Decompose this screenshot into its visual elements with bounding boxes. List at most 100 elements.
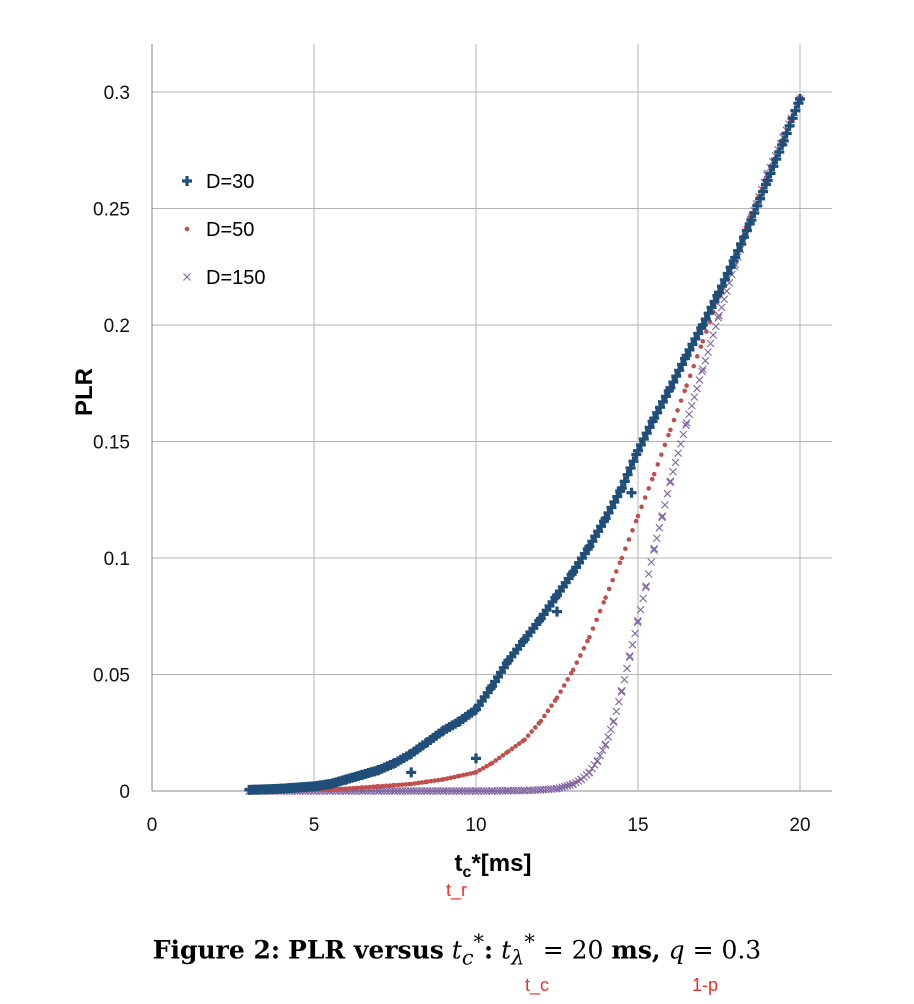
data-point [412, 781, 418, 786]
data-point [661, 500, 669, 509]
data-point [684, 383, 689, 388]
caption-var-2-sup: * [524, 930, 535, 954]
data-point [590, 761, 599, 769]
data-point [554, 695, 560, 701]
data-point [642, 582, 650, 590]
data-point [668, 427, 673, 433]
data-point [639, 594, 648, 603]
data-point [609, 497, 620, 508]
data-point [795, 93, 805, 104]
data-point [711, 322, 720, 331]
data-point [698, 344, 704, 349]
caption-text-1: PLR versus [288, 935, 444, 965]
x-axis-title-main: t [455, 850, 463, 877]
axes: 0 5 10 15 20 0 0.05 0.1 0.15 0.2 0.25 0.3 [93, 44, 832, 836]
data-point [635, 439, 646, 450]
data-point [746, 215, 757, 226]
data-point [604, 733, 613, 741]
data-point [690, 333, 701, 344]
data-point [493, 758, 499, 763]
data-point [716, 281, 727, 292]
data-point [574, 660, 580, 665]
data-point [652, 534, 661, 543]
data-point [647, 558, 656, 566]
x-tick-label: 15 [627, 815, 648, 836]
data-point [448, 775, 454, 781]
data-point [639, 504, 644, 510]
data-point [585, 768, 594, 777]
data-point [666, 432, 671, 438]
data-point [603, 595, 608, 600]
data-point [561, 683, 567, 688]
data-point [587, 536, 598, 547]
data-point [691, 363, 697, 369]
data-point [354, 785, 360, 791]
data-point [578, 653, 583, 658]
data-point [538, 718, 544, 724]
data-point [612, 491, 623, 502]
data-point [677, 359, 688, 370]
data-point [484, 763, 489, 769]
data-point [553, 784, 561, 793]
caption-var-1-sup: * [473, 930, 484, 954]
data-point [594, 617, 599, 623]
y-tick-label: 0 [119, 782, 130, 803]
data-point [631, 629, 639, 638]
data-point [347, 786, 353, 791]
data-point [525, 733, 531, 738]
legend-label: D=50 [206, 219, 254, 241]
data-point [714, 313, 723, 322]
data-point [703, 308, 714, 319]
data-point [600, 513, 611, 524]
data-point [687, 373, 693, 379]
data-point [768, 161, 779, 172]
data-point [651, 471, 657, 477]
data-point [489, 760, 495, 766]
data-point [706, 302, 717, 313]
data-point [444, 776, 450, 781]
data-point [700, 314, 711, 325]
data-point [387, 787, 396, 795]
data-point [392, 782, 398, 788]
data-point [606, 725, 615, 734]
data-point [581, 646, 587, 651]
data-point [568, 670, 574, 676]
data-point [681, 350, 692, 361]
caption-eq-2: = 0.3 [692, 935, 762, 965]
data-point [480, 765, 486, 771]
data-point [501, 786, 510, 795]
data-point [625, 462, 636, 473]
data-point [435, 777, 441, 783]
data-point [725, 262, 736, 273]
data-point [626, 651, 634, 660]
data-point [634, 617, 642, 625]
y-tick-label: 0.3 [104, 83, 130, 104]
data-point [419, 780, 425, 785]
series-d-150 [245, 95, 804, 795]
data-point [549, 703, 554, 709]
data-point [641, 428, 652, 439]
y-tick-label: 0.05 [93, 666, 130, 687]
data-point [778, 135, 789, 146]
data-point-outlier [471, 753, 481, 764]
data-point [671, 458, 680, 467]
data-point [477, 768, 482, 773]
data-point [344, 786, 349, 791]
data-point [425, 779, 430, 784]
data-point [351, 785, 356, 791]
data-point [635, 513, 641, 519]
data-point [416, 780, 421, 786]
data-point [652, 407, 663, 418]
data-point [755, 193, 766, 204]
data-point [657, 396, 668, 407]
data-point [675, 408, 680, 413]
data-point [687, 339, 698, 350]
data-point [619, 555, 625, 561]
data-point [738, 232, 749, 243]
x-axis-title: tc*[ms] [455, 850, 532, 881]
data-point [506, 749, 511, 754]
data-point [679, 430, 688, 439]
x-tick-label: 10 [465, 815, 486, 836]
data-point [762, 175, 773, 186]
data-point [420, 787, 429, 795]
